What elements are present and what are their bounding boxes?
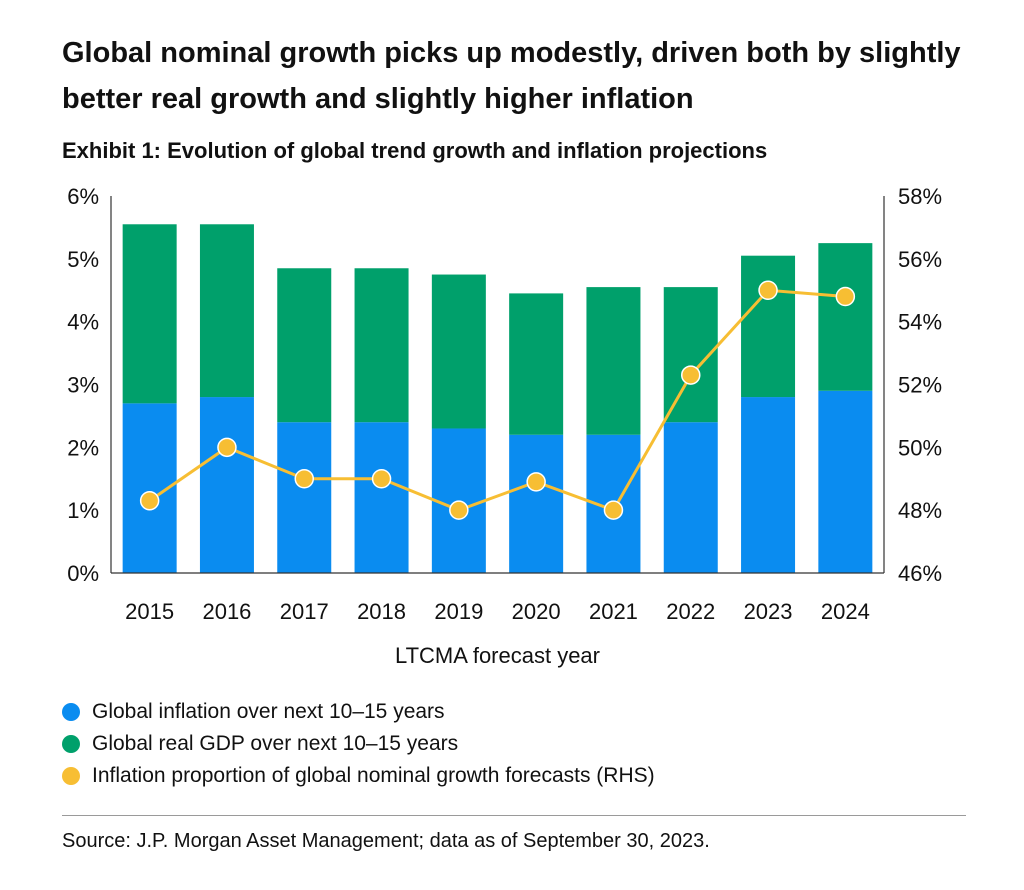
x-tick-label: 2016 <box>202 599 251 624</box>
legend-item-real-gdp: Global real GDP over next 10–15 years <box>62 728 655 760</box>
bar-real-gdp-2023 <box>741 255 796 398</box>
point-inflation-proportion-2022 <box>681 365 701 385</box>
legend-marker-proportion <box>62 767 80 785</box>
chart-subtitle: Exhibit 1: Evolution of global trend gro… <box>62 138 768 163</box>
chart-title: Global nominal growth picks up modestly,… <box>62 37 961 115</box>
x-tick-label: 2023 <box>744 599 793 624</box>
y-tick-label-right: 52% <box>898 373 942 398</box>
y-tick-label-right: 50% <box>898 435 942 460</box>
y-tick-label-right: 54% <box>898 310 942 335</box>
legend-label-proportion: Inflation proportion of global nominal g… <box>92 764 655 787</box>
point-inflation-proportion-2015 <box>139 490 160 511</box>
bar-real-gdp-2015 <box>122 224 177 404</box>
legend-marker-real-gdp <box>62 735 80 753</box>
x-axis-label: LTCMA forecast year <box>395 643 600 668</box>
y-tick-label-left: 1% <box>67 498 99 523</box>
bar-real-gdp-2018 <box>354 268 409 423</box>
bar-real-gdp-2017 <box>277 268 332 423</box>
bar-real-gdp-2020 <box>509 293 564 435</box>
y-tick-label-left: 2% <box>67 435 99 460</box>
point-inflation-proportion-2023 <box>758 280 778 300</box>
bar-inflation-2020 <box>509 434 564 573</box>
x-tick-label: 2021 <box>589 599 638 624</box>
bar-inflation-2018 <box>354 422 409 573</box>
y-tick-label-left: 6% <box>67 184 99 209</box>
y-tick-label-right: 48% <box>898 498 942 523</box>
x-tick-label: 2017 <box>280 599 329 624</box>
bar-real-gdp-2021 <box>586 287 641 435</box>
bar-real-gdp-2024 <box>818 243 873 391</box>
y-tick-label-left: 4% <box>67 310 99 335</box>
point-inflation-proportion-2020 <box>526 472 546 492</box>
line-inflation-proportion <box>148 288 846 513</box>
point-inflation-proportion-2021 <box>603 500 624 520</box>
point-inflation-proportion-2018 <box>371 469 392 489</box>
y-tick-label-left: 0% <box>67 561 99 586</box>
bar-inflation-2016 <box>199 397 254 573</box>
y-tick-label-left: 5% <box>67 247 99 272</box>
x-tick-label: 2015 <box>125 599 174 624</box>
point-inflation-proportion-2024 <box>835 286 856 307</box>
point-inflation-proportion-2019 <box>449 500 469 520</box>
bar-real-gdp-2019 <box>431 274 486 429</box>
y-tick-label-left: 3% <box>67 373 99 398</box>
bar-inflation-2024 <box>818 390 873 573</box>
point-inflation-proportion-2017 <box>294 469 314 489</box>
x-tick-label: 2022 <box>666 599 715 624</box>
point-inflation-proportion-2016 <box>217 437 237 458</box>
bar-inflation-2022 <box>663 422 718 573</box>
legend-label-inflation: Global inflation over next 10–15 years <box>92 700 445 723</box>
y-tick-label-right: 58% <box>898 184 942 209</box>
bar-inflation-2017 <box>277 422 332 573</box>
legend-item-inflation: Global inflation over next 10–15 years <box>62 696 655 728</box>
y-tick-label-right: 56% <box>898 247 942 272</box>
bar-real-gdp-2016 <box>199 224 254 398</box>
x-tick-label: 2018 <box>357 599 406 624</box>
x-tick-label: 2020 <box>512 599 561 624</box>
divider <box>62 815 966 816</box>
legend-marker-inflation <box>62 703 80 721</box>
chart-svg: 0% 1% 2% 3% 4% 5% 6% 46% 48% 50% 52% 54% 56% 58% 2015 2… <box>67 184 942 668</box>
legend-item-proportion: Inflation proportion of global nominal g… <box>62 760 655 792</box>
y-tick-label-right: 46% <box>898 561 942 586</box>
bar-inflation-2023 <box>741 397 796 573</box>
x-tick-label: 2024 <box>821 599 870 624</box>
legend: Global inflation over next 10–15 years G… <box>62 696 655 792</box>
legend-label-real-gdp: Global real GDP over next 10–15 years <box>92 732 459 755</box>
source-note: Source: J.P. Morgan Asset Management; da… <box>62 830 710 852</box>
x-tick-label: 2019 <box>434 599 483 624</box>
